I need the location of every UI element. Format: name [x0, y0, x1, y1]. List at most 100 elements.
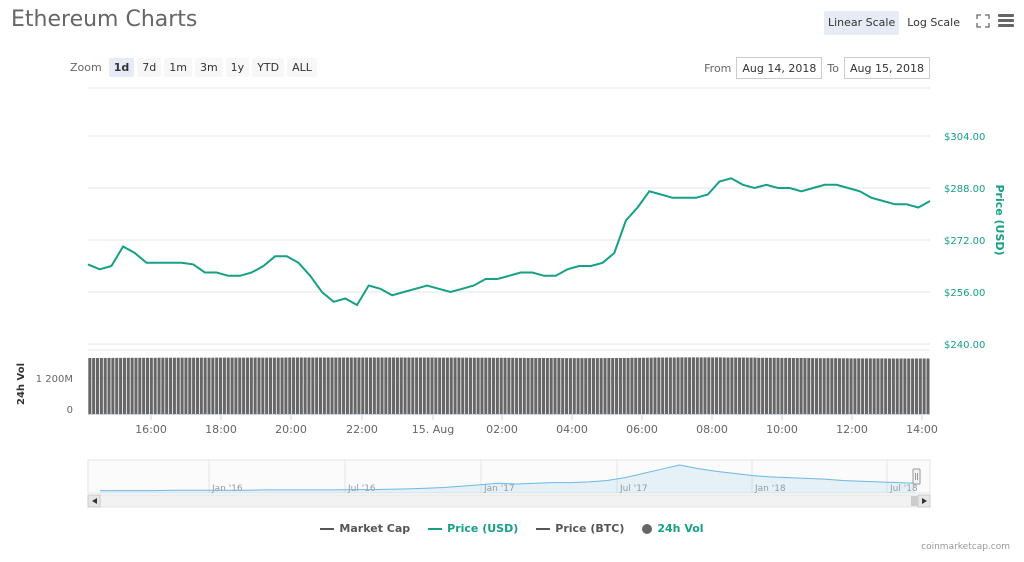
volume-bar: [211, 357, 215, 414]
volume-bar: [161, 357, 165, 414]
volume-bar: [392, 357, 396, 414]
volume-bar: [99, 358, 103, 414]
volume-bar: [668, 357, 672, 414]
volume-bar: [384, 357, 388, 414]
volume-bar: [730, 357, 734, 414]
volume-bar: [611, 358, 615, 414]
linear-scale-button[interactable]: Linear Scale: [823, 11, 900, 35]
volume-bar: [103, 358, 107, 414]
y-tick-label: $288.00: [944, 184, 985, 195]
legend-label: Price (USD): [447, 522, 519, 535]
volume-bar: [868, 358, 872, 414]
volume-bar: [707, 357, 711, 414]
volume-bar: [388, 357, 392, 414]
volume-bar: [426, 357, 430, 414]
volume-bar: [803, 358, 807, 414]
x-tick-label: 15. Aug: [412, 423, 454, 436]
volume-bar: [345, 357, 349, 414]
volume-bar: [495, 357, 499, 414]
volume-bar: [376, 357, 380, 414]
volume-bar: [342, 357, 346, 414]
price-line: [87, 177, 931, 307]
volume-bar: [418, 357, 422, 414]
volume-bar: [330, 357, 334, 414]
volume-bar: [492, 357, 496, 414]
scale-toggle: Linear Scale Log Scale: [823, 11, 964, 35]
volume-bar: [665, 357, 669, 414]
volume-bar: [115, 357, 119, 414]
volume-bar: [880, 358, 884, 414]
volume-bar: [403, 357, 407, 414]
volume-bar: [111, 357, 115, 414]
volume-bar: [853, 358, 857, 414]
volume-bar: [488, 357, 492, 414]
volume-bar: [407, 357, 411, 414]
navigator-tick-label: Jul '17: [619, 484, 648, 494]
volume-bar: [922, 358, 926, 414]
x-tick-label: 18:00: [205, 423, 237, 436]
from-date-input[interactable]: [736, 57, 823, 79]
volume-bar: [153, 357, 157, 414]
volume-bar: [422, 357, 426, 414]
volume-bar: [449, 357, 453, 414]
zoom-1d-button[interactable]: 1d: [108, 58, 135, 77]
volume-bar: [526, 358, 530, 414]
volume-bar: [584, 358, 588, 414]
volume-bar: [142, 357, 146, 414]
volume-bar: [165, 357, 169, 414]
volume-bar: [192, 357, 196, 414]
legend-item-24h-vol[interactable]: 24h Vol: [642, 522, 704, 535]
navigator-handle: [912, 468, 921, 485]
volume-bar: [914, 358, 918, 414]
zoom-1m-button[interactable]: 1m: [164, 58, 192, 77]
volume-bar: [718, 357, 722, 414]
zoom-all-button[interactable]: ALL: [287, 58, 317, 77]
volume-bar: [338, 357, 342, 414]
volume-bar: [703, 357, 707, 414]
fullscreen-icon[interactable]: [976, 14, 990, 28]
legend-item-market-cap[interactable]: Market Cap: [320, 522, 410, 535]
to-date-input[interactable]: [844, 57, 930, 79]
legend-item-price-btc[interactable]: Price (BTC): [536, 522, 624, 535]
volume-bar: [615, 358, 619, 414]
zoom-3m-button[interactable]: 3m: [194, 58, 223, 77]
scrollbar-thumb[interactable]: [911, 496, 918, 506]
volume-bar: [172, 357, 176, 414]
volume-bar: [157, 357, 161, 414]
volume-bar: [438, 357, 442, 414]
navigator-tick-label: Jan '18: [754, 484, 786, 494]
log-scale-button[interactable]: Log Scale: [907, 16, 960, 29]
volume-bar: [107, 358, 111, 414]
volume-bar: [561, 358, 565, 414]
volume-bar: [430, 357, 434, 414]
volume-bar: [507, 357, 511, 414]
volume-bar: [288, 357, 292, 414]
volume-bar: [649, 357, 653, 414]
volume-bar: [726, 357, 730, 414]
volume-bar: [468, 357, 472, 414]
zoom-ytd-button[interactable]: YTD: [252, 58, 285, 77]
x-tick-label: 16:00: [135, 423, 167, 436]
volume-bar: [272, 357, 276, 414]
x-tick-label: 10:00: [766, 423, 798, 436]
volume-bar: [907, 358, 911, 414]
volume-bar: [576, 358, 580, 414]
volume-bar: [541, 358, 546, 414]
volume-bar: [311, 357, 315, 414]
volume-bar: [503, 357, 507, 414]
menu-icon[interactable]: [998, 14, 1014, 28]
volume-bar: [538, 358, 542, 414]
legend-swatch: [428, 527, 443, 530]
volume-bar: [653, 357, 657, 414]
volume-bar: [772, 357, 776, 414]
volume-bar: [684, 357, 688, 414]
volume-bar: [757, 357, 761, 414]
volume-bar: [134, 357, 138, 414]
volume-bar: [861, 358, 865, 414]
volume-bar: [845, 358, 849, 414]
zoom-1y-button[interactable]: 1y: [225, 58, 250, 77]
volume-bar: [799, 358, 803, 414]
legend-item-price-usd[interactable]: Price (USD): [428, 522, 518, 535]
zoom-7d-button[interactable]: 7d: [137, 58, 162, 77]
